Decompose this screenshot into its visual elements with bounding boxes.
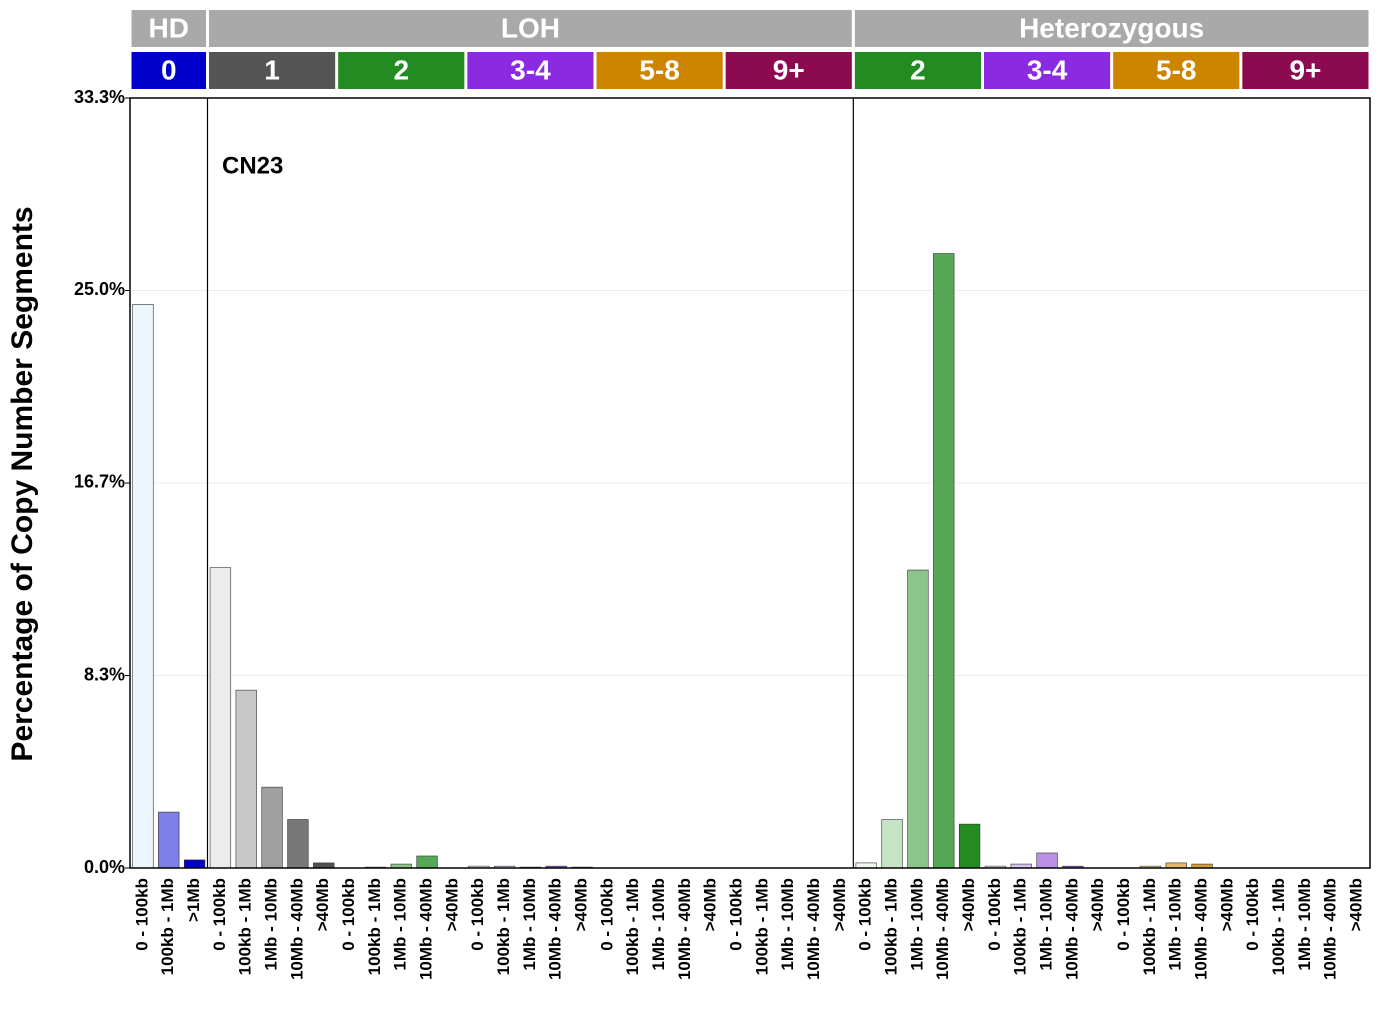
- x-tick-label: 0 - 100kb: [856, 878, 875, 951]
- subgroup-header: [1242, 52, 1369, 89]
- bar: [416, 855, 438, 869]
- subgroup-header: [209, 52, 336, 89]
- x-tick-label: 10Mb - 40Mb: [546, 878, 565, 980]
- bar: [855, 862, 877, 869]
- y-tick-label: 8.3%: [84, 664, 125, 684]
- x-tick-label: 100kb - 1Mb: [1011, 878, 1030, 975]
- x-tick-label: 100kb - 1Mb: [623, 878, 642, 975]
- x-tick-label: 1Mb - 10Mb: [262, 878, 281, 971]
- x-tick-label: 0 - 100kb: [468, 878, 487, 951]
- subgroup-label: 5-8: [1156, 54, 1196, 85]
- x-tick-label: 0 - 100kb: [727, 878, 746, 951]
- bar: [907, 569, 929, 869]
- bar: [132, 304, 154, 869]
- y-tick-label: 25.0%: [74, 279, 125, 299]
- x-tick-label: 1Mb - 10Mb: [778, 878, 797, 971]
- bar: [958, 823, 981, 869]
- x-tick-label: 1Mb - 10Mb: [391, 878, 410, 971]
- subgroup-header: [984, 52, 1111, 89]
- bar: [933, 253, 955, 869]
- subgroup-label: 3-4: [510, 54, 551, 85]
- subgroup-header: [596, 52, 723, 89]
- x-tick-label: 0 - 100kb: [132, 878, 151, 951]
- x-tick-label: 10Mb - 40Mb: [933, 878, 952, 980]
- subgroup-label: 0: [161, 54, 177, 85]
- x-tick-label: 10Mb - 40Mb: [675, 878, 694, 980]
- x-tick-label: 10Mb - 40Mb: [1192, 878, 1211, 980]
- x-tick-label: 100kb - 1Mb: [1140, 878, 1159, 975]
- x-tick-label: 0 - 100kb: [210, 878, 229, 951]
- subgroup-header: [131, 52, 206, 89]
- x-tick-label: >40Mb: [313, 878, 332, 931]
- x-tick-label: 1Mb - 10Mb: [1295, 878, 1314, 971]
- x-tick-label: >40Mb: [830, 878, 849, 931]
- x-tick-label: 0 - 100kb: [339, 878, 358, 951]
- x-tick-label: >40Mb: [701, 878, 720, 931]
- x-tick-label: 100kb - 1Mb: [882, 878, 901, 975]
- subgroup-header: [1113, 52, 1240, 89]
- panel-label: LOH: [501, 12, 560, 43]
- subgroup-header: [725, 52, 852, 89]
- x-tick-label: 10Mb - 40Mb: [417, 878, 436, 980]
- x-tick-label: 0 - 100kb: [1243, 878, 1262, 951]
- bar: [881, 819, 903, 869]
- panel-header: [131, 10, 206, 47]
- x-tick-label: 10Mb - 40Mb: [804, 878, 823, 980]
- y-tick-label: 33.3%: [74, 87, 125, 107]
- bar: [1036, 852, 1058, 869]
- subgroup-label: 2: [393, 54, 409, 85]
- subgroup-label: 3-4: [1027, 54, 1068, 85]
- subgroup-header: [854, 52, 981, 89]
- x-tick-label: >40Mb: [1347, 878, 1366, 931]
- x-tick-label: 10Mb - 40Mb: [287, 878, 306, 980]
- bar: [209, 567, 232, 869]
- x-tick-label: 100kb - 1Mb: [1269, 878, 1288, 975]
- y-axis-label: Percentage of Copy Number Segments: [6, 206, 39, 761]
- x-tick-label: 10Mb - 40Mb: [1062, 878, 1081, 980]
- x-tick-label: 100kb - 1Mb: [752, 878, 771, 975]
- x-tick-label: >1Mb: [184, 878, 203, 922]
- panel-label: HD: [149, 12, 189, 43]
- subgroup-label: 9+: [773, 54, 805, 85]
- x-tick-label: >40Mb: [442, 878, 461, 931]
- bar: [1165, 862, 1187, 869]
- bar: [287, 819, 309, 869]
- y-tick-label: 16.7%: [74, 472, 125, 492]
- panel-header: [209, 10, 852, 47]
- bar: [158, 811, 180, 869]
- subgroup-header: [338, 52, 465, 89]
- y-tick-label: 0.0%: [84, 857, 125, 877]
- subgroup-label: 5-8: [639, 54, 679, 85]
- bar: [313, 862, 335, 869]
- x-tick-label: 1Mb - 10Mb: [520, 878, 539, 971]
- x-tick-label: 1Mb - 10Mb: [907, 878, 926, 971]
- x-tick-label: 0 - 100kb: [1114, 878, 1133, 951]
- subgroup-label: 1: [264, 54, 280, 85]
- x-tick-label: 100kb - 1Mb: [494, 878, 513, 975]
- plot-frame: [129, 97, 1371, 869]
- bar: [261, 786, 283, 869]
- x-tick-label: >40Mb: [959, 878, 978, 931]
- bar: [235, 689, 257, 869]
- x-tick-label: 100kb - 1Mb: [365, 878, 384, 975]
- x-tick-label: >40Mb: [1217, 878, 1236, 931]
- bar: [183, 859, 206, 869]
- x-tick-label: >40Mb: [572, 878, 591, 931]
- x-tick-label: >40Mb: [1088, 878, 1107, 931]
- x-tick-label: 1Mb - 10Mb: [1037, 878, 1056, 971]
- subgroup-header: [467, 52, 594, 89]
- annotation: CN23: [222, 152, 283, 179]
- panel-label: Heterozygous: [1019, 12, 1204, 43]
- x-tick-label: 10Mb - 40Mb: [1321, 878, 1340, 980]
- x-tick-label: 0 - 100kb: [597, 878, 616, 951]
- panel-header: [854, 10, 1369, 47]
- x-tick-label: 100kb - 1Mb: [158, 878, 177, 975]
- x-tick-label: 1Mb - 10Mb: [1166, 878, 1185, 971]
- x-tick-label: 0 - 100kb: [985, 878, 1004, 951]
- subgroup-label: 9+: [1289, 54, 1321, 85]
- x-tick-label: 1Mb - 10Mb: [649, 878, 668, 971]
- subgroup-label: 2: [910, 54, 926, 85]
- x-tick-label: 100kb - 1Mb: [236, 878, 255, 975]
